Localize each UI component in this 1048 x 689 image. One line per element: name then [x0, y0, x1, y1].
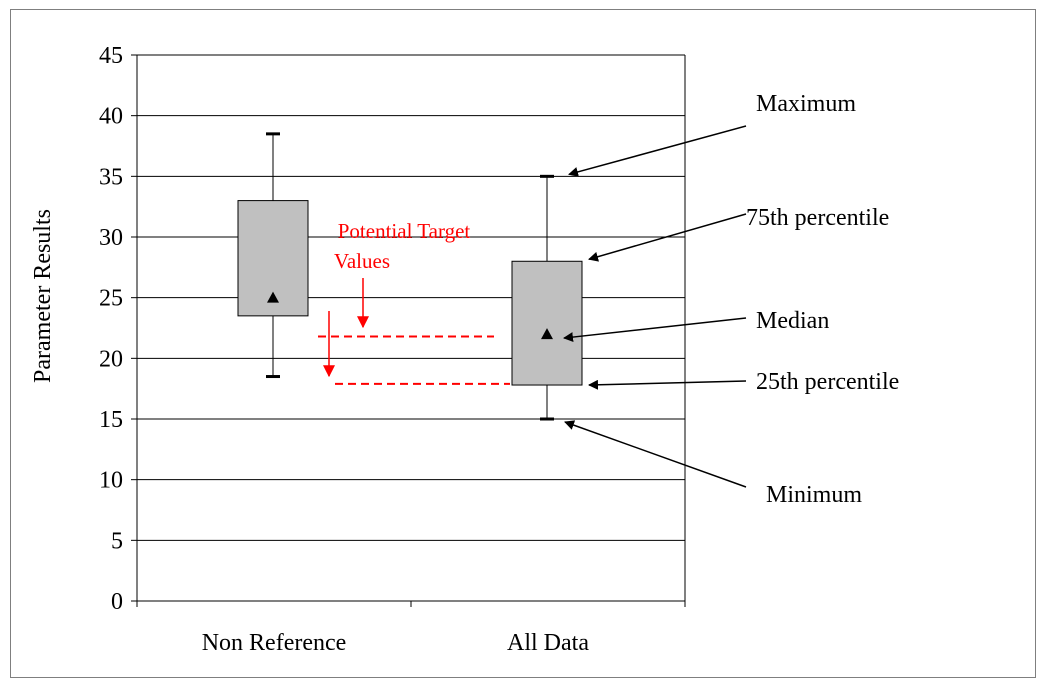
boxes: [237, 132, 583, 421]
annotation-label-q3: 75th percentile: [746, 205, 889, 231]
y-tick-label: 35: [99, 164, 123, 190]
y-tick-label: 25: [99, 286, 123, 312]
x-tick-label: All Data: [507, 630, 589, 656]
y-tick-label: 15: [99, 407, 123, 433]
axes: 0 5 10 15 20 25 30 35 40 45 Non Reference All Data: [99, 43, 686, 656]
annotation-arrow-median: [563, 317, 747, 343]
y-tick-label: 20: [99, 346, 123, 372]
median-marker: [541, 328, 553, 340]
target-label-line1: Potential Target: [338, 219, 471, 243]
annotation-arrow-min: [564, 420, 747, 488]
annotation-arrow-max: [568, 125, 747, 177]
grid-lines: [137, 54, 686, 601]
y-tick-label: 10: [99, 468, 123, 494]
annotations: Maximum 75th percentile Median 25th percent…: [563, 91, 899, 508]
x-tick-label: Non Reference: [202, 630, 347, 656]
median-marker: [267, 291, 279, 303]
annotation-label-q1: 25th percentile: [756, 369, 899, 395]
iqr-box: [511, 260, 583, 386]
y-tick-label: 45: [99, 43, 123, 69]
target-values: Potential Target Values: [318, 219, 510, 385]
y-tick-label: 30: [99, 225, 123, 251]
annotation-arrow-q3: [588, 213, 747, 262]
y-tick-label: 40: [99, 104, 123, 130]
y-axis-label: Parameter Results: [30, 209, 56, 383]
annotation-label-median: Median: [756, 308, 829, 334]
annotation-label-max: Maximum: [756, 91, 856, 117]
annotation-label-min: Minimum: [766, 482, 862, 508]
annotation-arrow-q1: [588, 379, 747, 390]
target-label-line2: Values: [334, 249, 390, 273]
y-tick-label: 5: [111, 528, 123, 554]
y-tick-label: 0: [111, 589, 123, 615]
